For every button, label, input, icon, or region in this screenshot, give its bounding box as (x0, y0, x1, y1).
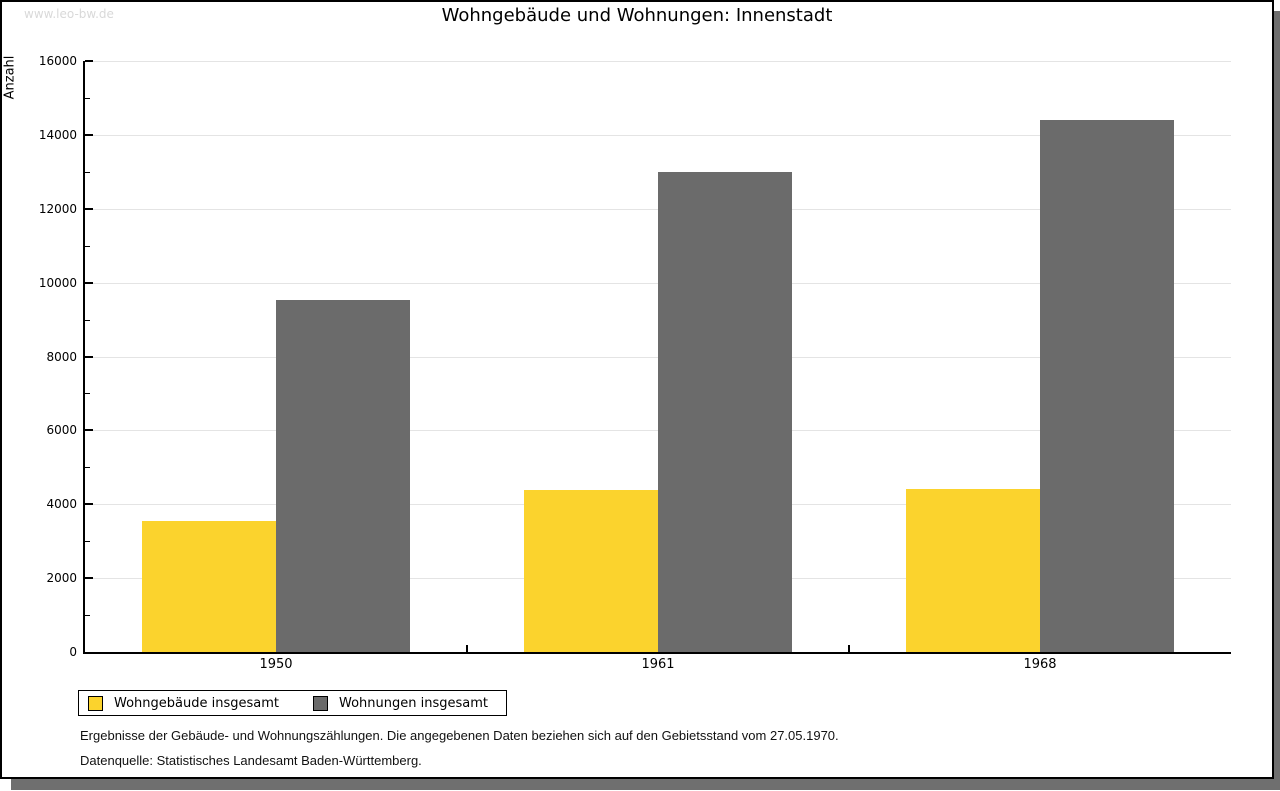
bar (658, 172, 792, 652)
y-tick-label: 8000 (46, 350, 77, 364)
footnote-text: Ergebnisse der Gebäude- und Wohnungszähl… (80, 728, 839, 743)
legend-item: Wohngebäude insgesamt (88, 695, 279, 711)
y-tick-label: 12000 (38, 202, 77, 216)
legend-swatch-wohngebaeude (88, 695, 103, 711)
legend: Wohngebäude insgesamt Wohnungen insgesam… (78, 690, 507, 716)
y-tick-label: 4000 (46, 497, 77, 511)
x-category-label: 1961 (641, 657, 675, 672)
y-axis-tick (85, 208, 93, 210)
x-axis-tick (848, 645, 850, 652)
y-axis-tick (85, 320, 90, 321)
y-axis-tick (85, 356, 93, 358)
legend-swatch-wohnungen (313, 695, 328, 711)
y-tick-label: 10000 (38, 276, 77, 290)
y-axis-tick (85, 615, 90, 616)
bar (142, 521, 276, 652)
y-tick-label: 0 (69, 645, 77, 659)
gridline (85, 61, 1231, 62)
y-tick-label: 14000 (38, 128, 77, 142)
legend-label-wohnungen: Wohnungen insgesamt (339, 695, 488, 711)
x-axis-tick (466, 645, 468, 652)
y-tick-label: 2000 (46, 571, 77, 585)
bar (906, 489, 1040, 652)
x-category-label: 1950 (259, 657, 293, 672)
y-axis-tick (85, 172, 90, 173)
y-axis-tick (85, 246, 90, 247)
bar (276, 300, 410, 652)
y-axis-tick (85, 541, 90, 542)
y-axis-tick (85, 503, 93, 505)
y-axis-tick (85, 98, 90, 99)
y-axis-tick (85, 134, 93, 136)
bar (524, 490, 658, 652)
y-axis-labels: 0 2000 4000 6000 8000 10000 12000 14000 16000 (2, 54, 77, 659)
x-category-label: 1968 (1023, 657, 1057, 672)
y-axis-tick (85, 282, 93, 284)
y-axis-tick (85, 467, 90, 468)
data-source-text: Datenquelle: Statistisches Landesamt Bad… (80, 753, 422, 768)
y-axis-tick (85, 429, 93, 431)
y-axis-tick (85, 577, 93, 579)
bar (1040, 120, 1174, 652)
y-axis-tick (85, 60, 93, 62)
legend-label-wohngebaeude: Wohngebäude insgesamt (114, 695, 279, 711)
chart-title: Wohngebäude und Wohnungen: Innenstadt (441, 5, 833, 26)
y-axis-tick (85, 393, 90, 394)
legend-item: Wohnungen insgesamt (313, 695, 488, 711)
y-tick-label: 16000 (38, 54, 77, 68)
watermark: www.leo-bw.de (24, 7, 114, 21)
y-tick-label: 6000 (46, 423, 77, 437)
gridline (85, 135, 1231, 136)
plot-area: 1950 1961 1968 (83, 60, 1231, 672)
